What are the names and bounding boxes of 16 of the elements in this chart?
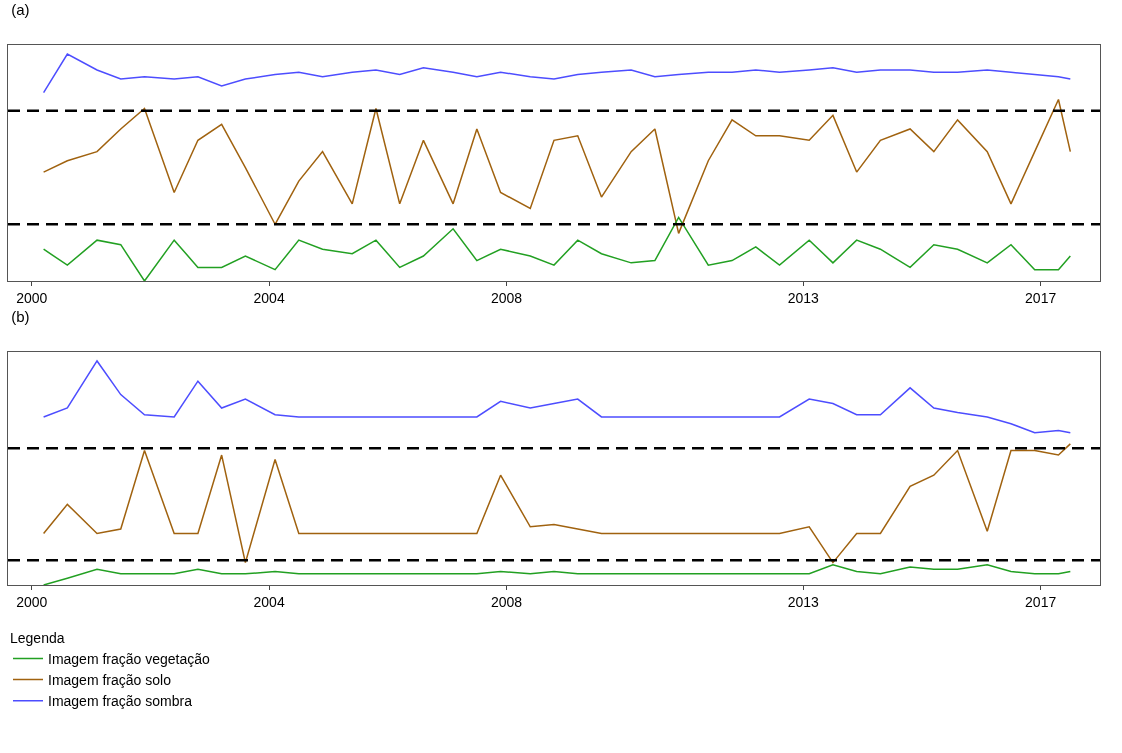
x-tick-label: 2017	[1025, 289, 1057, 306]
x-tick-label: 2000	[16, 593, 48, 610]
legend-label: Imagem fração solo	[48, 672, 172, 689]
x-tick-label: 2004	[253, 593, 285, 610]
legend-label: Imagem fração sombra	[48, 693, 193, 710]
x-tick-label: 2013	[787, 593, 820, 610]
x-tick-label: 2013	[787, 289, 820, 306]
legend-label: Imagem fração vegetação	[48, 650, 211, 667]
x-tick-label: 2008	[490, 289, 523, 306]
chart-title: (a)	[11, 1, 30, 19]
chart-title: (b)	[11, 308, 30, 326]
x-tick-label: 2017	[1025, 593, 1057, 610]
x-tick-label: 2000	[16, 289, 48, 306]
x-tick-label: 2004	[253, 289, 285, 306]
x-tick-label: 2008	[490, 593, 523, 610]
legend-title: Legenda	[10, 629, 65, 646]
